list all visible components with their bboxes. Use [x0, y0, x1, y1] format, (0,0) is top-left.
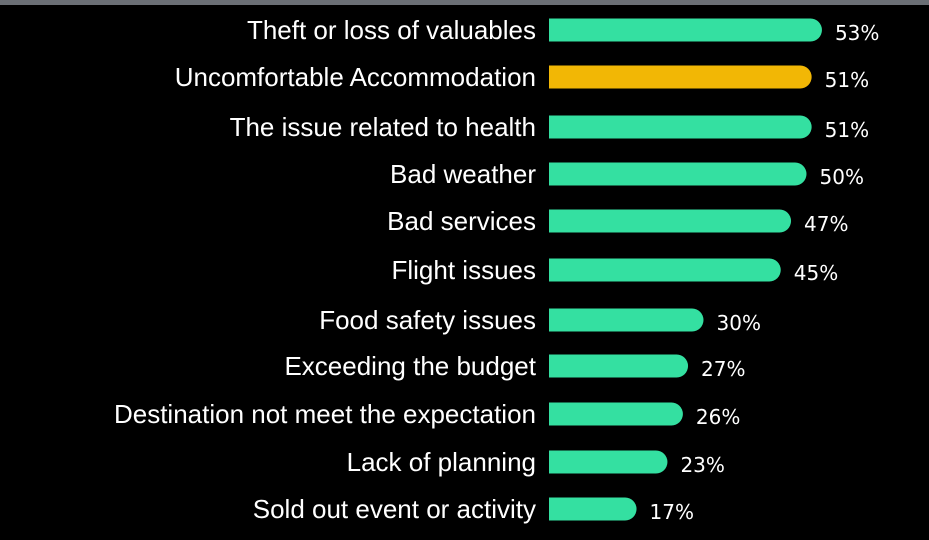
category-label: The issue related to health	[230, 112, 536, 142]
bar	[549, 497, 637, 521]
value-label: 53%	[835, 21, 879, 45]
bar	[549, 115, 812, 139]
bar	[549, 308, 704, 332]
value-label: 51%	[825, 68, 869, 92]
value-label: 17%	[650, 500, 694, 524]
category-label: Bad services	[387, 206, 536, 236]
category-label: Flight issues	[392, 255, 537, 285]
category-label: Sold out event or activity	[253, 494, 536, 524]
category-label: Food safety issues	[319, 305, 536, 335]
bar	[549, 18, 822, 42]
category-label: Lack of planning	[347, 447, 536, 477]
category-label: Theft or loss of valuables	[247, 15, 536, 45]
value-label: 23%	[680, 453, 724, 477]
category-label: Destination not meet the expectation	[114, 399, 536, 429]
value-label: 27%	[701, 357, 745, 381]
bar	[549, 354, 689, 378]
value-label: 50%	[820, 165, 864, 189]
category-label: Uncomfortable Accommodation	[175, 62, 536, 92]
bars-group	[549, 18, 822, 521]
value-label: 51%	[825, 118, 869, 142]
bar	[549, 209, 792, 233]
top-border	[0, 0, 929, 5]
value-label: 45%	[794, 261, 838, 285]
category-labels-group: Theft or loss of valuables Uncomfortable …	[114, 15, 537, 524]
bar	[549, 258, 781, 282]
value-label: 30%	[717, 311, 761, 335]
category-label: Exceeding the budget	[284, 351, 536, 381]
value-labels-group: 53% 51% 51% 50% 47% 45% 30% 27% 26% 23% 17%	[650, 21, 880, 524]
bar	[549, 162, 807, 186]
value-label: 26%	[696, 405, 740, 429]
bar	[549, 402, 683, 426]
value-label: 47%	[804, 212, 848, 236]
bar	[549, 65, 812, 89]
bar	[549, 450, 668, 474]
category-label: Bad weather	[390, 159, 536, 189]
